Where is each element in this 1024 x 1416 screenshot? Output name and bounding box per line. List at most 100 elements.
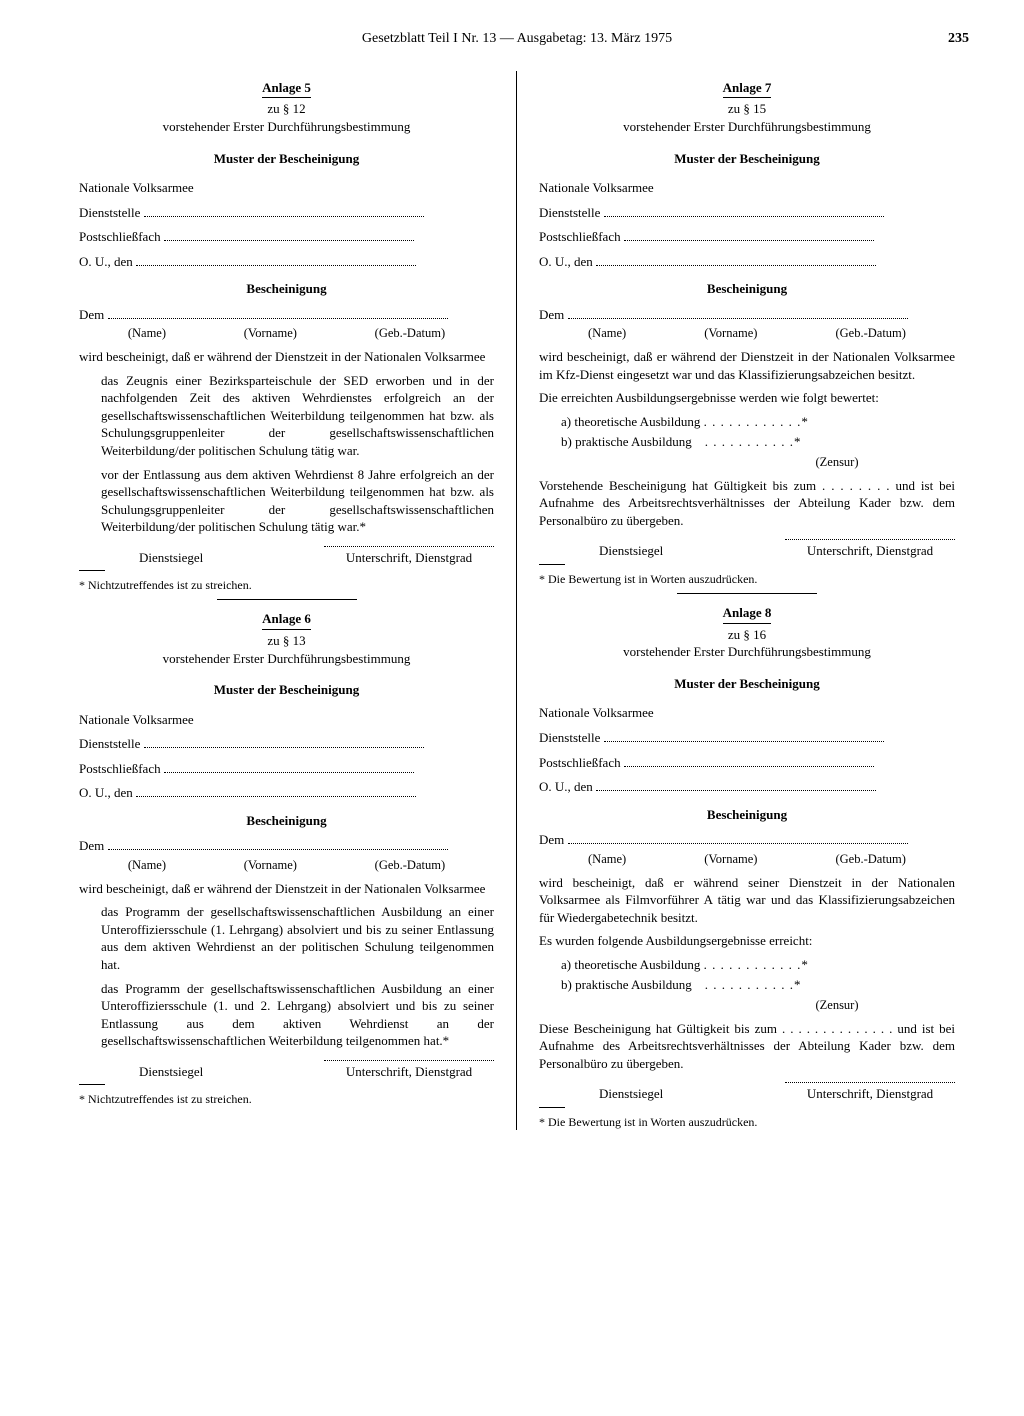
label-name: (Name) bbox=[588, 325, 626, 342]
label-vorname: (Vorname) bbox=[704, 325, 757, 342]
sig-right: Unterschrift, Dienstgrad bbox=[324, 546, 494, 567]
anlage7-zu: zu § 15 bbox=[539, 100, 955, 118]
anlage6-p3: das Programm der gesellschaftswissenscha… bbox=[101, 980, 494, 1050]
columns: Anlage 5 zu § 12 vorstehender Erster Dur… bbox=[65, 71, 969, 1130]
label-gebdatum: (Geb.-Datum) bbox=[835, 325, 905, 342]
anlage7-fn: * Die Bewertung ist in Worten auszudrück… bbox=[539, 571, 955, 587]
anlage6-head: Anlage 6 zu § 13 vorstehender Erster Dur… bbox=[79, 610, 494, 667]
anlage8-dem: Dem bbox=[539, 831, 955, 849]
dots bbox=[144, 205, 424, 220]
anlage7-title: Anlage 7 bbox=[723, 79, 772, 99]
label-dem: Dem bbox=[539, 832, 564, 847]
anlage5-p1: wird bescheinigt, daß er während der Die… bbox=[79, 348, 494, 366]
label-name: (Name) bbox=[128, 325, 166, 342]
anlage8-vor: vorstehender Erster Durchführungsbestimm… bbox=[539, 643, 955, 661]
sig-line bbox=[324, 1060, 494, 1061]
anlage5-sig: Dienstsiegel Unterschrift, Dienstgrad bbox=[79, 546, 494, 567]
dots: . . . . . . . . . . .* bbox=[705, 977, 802, 992]
anlage8-title: Anlage 8 bbox=[723, 604, 772, 624]
anlage7-p2: Die erreichten Ausbildungsergebnisse wer… bbox=[539, 389, 955, 407]
anlage6-title: Anlage 6 bbox=[262, 610, 311, 630]
anlage6-post: Postschließfach bbox=[79, 760, 494, 778]
anlage8-fn: * Die Bewertung ist in Worten auszudrück… bbox=[539, 1114, 955, 1130]
anlage8-a: a) theoretische Ausbildung . . . . . . .… bbox=[561, 956, 955, 974]
anlage5-muster: Muster der Bescheinigung bbox=[79, 150, 494, 168]
label-post: Postschließfach bbox=[539, 229, 621, 244]
anlage6-fn: * Nichtzutreffendes ist zu streichen. bbox=[79, 1091, 494, 1107]
label-post: Postschließfach bbox=[539, 755, 621, 770]
label-dienststelle: Dienststelle bbox=[539, 205, 600, 220]
label-unterschrift: Unterschrift, Dienstgrad bbox=[785, 542, 955, 560]
anlage6-sig: Dienstsiegel Unterschrift, Dienstgrad bbox=[79, 1060, 494, 1081]
label-name: (Name) bbox=[588, 851, 626, 868]
label-vorname: (Vorname) bbox=[244, 325, 297, 342]
dots bbox=[604, 205, 884, 220]
anlage8-p2: Es wurden folgende Ausbildungsergebnisse… bbox=[539, 932, 955, 950]
label-prakt: b) praktische Ausbildung bbox=[561, 977, 692, 992]
anlage6-muster: Muster der Bescheinigung bbox=[79, 681, 494, 699]
hr bbox=[217, 599, 357, 600]
page: Gesetzblatt Teil I Nr. 13 — Ausgabetag: … bbox=[0, 0, 1024, 1416]
label-dem: Dem bbox=[79, 838, 104, 853]
sig-right: Unterschrift, Dienstgrad bbox=[785, 539, 955, 560]
anlage5-besch: Bescheinigung bbox=[79, 280, 494, 298]
anlage5-dienststelle: Dienststelle bbox=[79, 204, 494, 222]
anlage7-p3: Vorstehende Bescheinigung hat Gültigkeit… bbox=[539, 477, 955, 530]
sig-line bbox=[785, 1082, 955, 1083]
dots bbox=[136, 785, 416, 800]
label-ouden: O. U., den bbox=[539, 254, 593, 269]
anlage8-b: b) praktische Ausbildung . . . . . . . .… bbox=[561, 976, 955, 994]
anlage5-zu: zu § 12 bbox=[79, 100, 494, 118]
anlage6-nva: Nationale Volksarmee bbox=[79, 711, 494, 729]
label-siegel: Dienstsiegel bbox=[599, 1085, 663, 1103]
dots: . . . . . . . . . . . .* bbox=[704, 957, 809, 972]
dots: . . . . . . . . . . . .* bbox=[704, 414, 809, 429]
anlage8-head: Anlage 8 zu § 16 vorstehender Erster Dur… bbox=[539, 604, 955, 661]
label-dienststelle: Dienststelle bbox=[79, 736, 140, 751]
label-ouden: O. U., den bbox=[79, 254, 133, 269]
anlage7-vor: vorstehender Erster Durchführungsbestimm… bbox=[539, 118, 955, 136]
label-vorname: (Vorname) bbox=[244, 857, 297, 874]
label-siegel: Dienstsiegel bbox=[139, 549, 203, 567]
dots bbox=[596, 779, 876, 794]
anlage7-post: Postschließfach bbox=[539, 228, 955, 246]
anlage8-nva: Nationale Volksarmee bbox=[539, 704, 955, 722]
sig-right: Unterschrift, Dienstgrad bbox=[324, 1060, 494, 1081]
header-title: Gesetzblatt Teil I Nr. 13 — Ausgabetag: … bbox=[362, 31, 672, 46]
anlage6-besch: Bescheinigung bbox=[79, 812, 494, 830]
dots bbox=[624, 229, 874, 244]
label-theo: a) theoretische Ausbildung bbox=[561, 414, 700, 429]
dots bbox=[596, 254, 876, 269]
page-header: Gesetzblatt Teil I Nr. 13 — Ausgabetag: … bbox=[65, 30, 969, 49]
anlage7-sig: Dienstsiegel Unterschrift, Dienstgrad bbox=[539, 539, 955, 560]
label-gebdatum: (Geb.-Datum) bbox=[375, 857, 445, 874]
label-dem: Dem bbox=[539, 307, 564, 322]
label-dienststelle: Dienststelle bbox=[539, 730, 600, 745]
anlage8-p3: Diese Bescheinigung hat Gültigkeit bis z… bbox=[539, 1020, 955, 1073]
label-post: Postschließfach bbox=[79, 229, 161, 244]
sig-line bbox=[785, 539, 955, 540]
label-siegel: Dienstsiegel bbox=[139, 1063, 203, 1081]
anlage5-fn: * Nichtzutreffendes ist zu streichen. bbox=[79, 577, 494, 593]
dots bbox=[136, 254, 416, 269]
label-theo: a) theoretische Ausbildung bbox=[561, 957, 700, 972]
label-vorname: (Vorname) bbox=[704, 851, 757, 868]
right-column: Anlage 7 zu § 15 vorstehender Erster Dur… bbox=[517, 71, 969, 1130]
dots bbox=[108, 849, 448, 850]
anlage8-muster: Muster der Bescheinigung bbox=[539, 675, 955, 693]
dots bbox=[568, 318, 908, 319]
hr bbox=[539, 564, 565, 565]
dots bbox=[624, 755, 874, 770]
dots bbox=[108, 306, 448, 324]
hr bbox=[677, 593, 817, 594]
anlage7-dem: Dem bbox=[539, 306, 955, 324]
dots bbox=[568, 843, 908, 844]
anlage5-p3: vor der Entlassung aus dem aktiven Wehrd… bbox=[101, 466, 494, 536]
hr bbox=[539, 1107, 565, 1108]
anlage5-dem-labels: (Name) (Vorname) (Geb.-Datum) bbox=[79, 325, 494, 342]
anlage5-dem: Dem bbox=[79, 306, 494, 324]
anlage8-dienststelle: Dienststelle bbox=[539, 729, 955, 747]
anlage5-head: Anlage 5 zu § 12 vorstehender Erster Dur… bbox=[79, 79, 494, 136]
anlage8-p1: wird bescheinigt, daß er während seiner … bbox=[539, 874, 955, 927]
anlage7-ouden: O. U., den bbox=[539, 253, 955, 271]
